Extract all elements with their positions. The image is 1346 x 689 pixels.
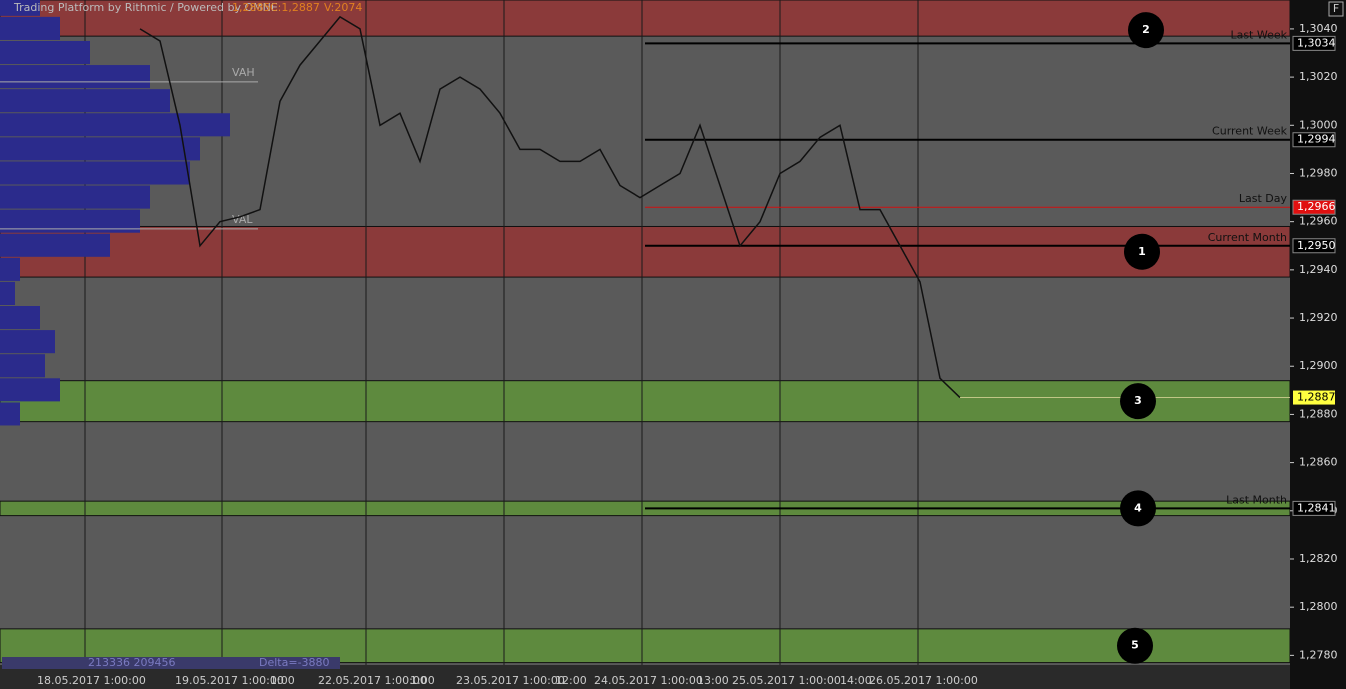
level-value: 1,2950	[1297, 239, 1336, 252]
footer-box	[2, 657, 340, 669]
y-tick-label: 1,2960	[1299, 215, 1338, 228]
level-box	[1292, 500, 1336, 516]
profile-bar	[0, 113, 230, 137]
y-tick-label: 1,2940	[1299, 263, 1338, 276]
y-tick-label: 1,2820	[1299, 552, 1338, 565]
profile-bar	[0, 257, 20, 281]
profile-bar	[0, 305, 40, 330]
y-tick-label: 1,2980	[1299, 166, 1338, 179]
zone-marker-label: 3	[1134, 394, 1142, 407]
zone-marker-label: 1	[1138, 245, 1146, 258]
header-text: V:2074	[324, 1, 362, 14]
zone-marker-label: 4	[1134, 501, 1142, 514]
zone-marker-label: 5	[1131, 639, 1139, 652]
level-value: 1,2994	[1297, 133, 1336, 146]
profile-bar	[0, 378, 60, 402]
zone-marker	[1120, 490, 1156, 527]
y-tick-label: 1,3040	[1299, 22, 1338, 35]
zone-marker-label: 2	[1142, 23, 1150, 36]
profile-bar	[0, 40, 90, 65]
level-box	[1292, 199, 1336, 215]
x-tick-label: 1:00	[410, 674, 435, 687]
x-tick-label: 23.05.2017 1:00:00	[456, 674, 565, 687]
zone-marker	[1128, 12, 1164, 49]
profile-bar	[0, 137, 200, 161]
y-tick-label: 1,2920	[1299, 311, 1338, 324]
profile-bar	[0, 16, 60, 40]
level-name: Current Month	[1208, 231, 1287, 244]
y-tick-label: 1,3000	[1299, 118, 1338, 131]
x-tick-label: 22.05.2017 1:00:00	[318, 674, 427, 687]
x-tick-label: 24.05.2017 1:00:00	[594, 674, 703, 687]
zone	[0, 380, 1291, 423]
profile-bar	[0, 233, 110, 257]
x-tick-label: 12:00	[555, 674, 587, 687]
last-price-box	[1293, 390, 1335, 405]
profile-bar	[0, 330, 55, 354]
level-name: Last Day	[1239, 192, 1288, 205]
value-area-label: VAH	[232, 66, 255, 79]
profile-bar	[0, 161, 190, 185]
header-text: 1,2885	[232, 1, 271, 14]
x-tick-label: 13:00	[697, 674, 729, 687]
profile-bar	[0, 89, 170, 113]
zone-marker	[1117, 627, 1153, 664]
profile-bar	[0, 354, 45, 378]
y-tick-label: 1,2880	[1299, 407, 1338, 420]
price-line	[139, 15, 961, 399]
footer-text: 213336 209456	[88, 656, 175, 669]
header-text: C:1,2887	[270, 1, 320, 14]
level-box	[1292, 35, 1336, 51]
y-tick-label: 1,2900	[1299, 359, 1338, 372]
y-tick-label: 1,2860	[1299, 456, 1338, 469]
level-box	[1292, 238, 1336, 254]
level-name: Last Week	[1230, 28, 1287, 41]
value-area-label: VAL	[232, 213, 253, 226]
profile-bar	[0, 65, 150, 89]
level-value: 1,3034	[1297, 36, 1336, 49]
level-value: 1,2841	[1297, 501, 1336, 514]
x-tick-label: 19.05.2017 1:00:00	[175, 674, 284, 687]
header-text: Trading Platform by Rithmic / Powered by…	[13, 1, 278, 14]
profile-bar	[0, 0, 40, 16]
x-tick-label: 25.05.2017 1:00:00	[732, 674, 841, 687]
x-tick-label: 14:00	[840, 674, 872, 687]
level-value: 1,2966	[1297, 200, 1336, 213]
zone	[0, 0, 1291, 37]
profile-bar	[0, 185, 150, 209]
f-label: F	[1333, 2, 1339, 15]
level-name: Last Month	[1226, 493, 1287, 506]
footer-text: Delta=-3880	[259, 656, 330, 669]
level-box	[1292, 132, 1336, 148]
y-tick-label: 1,2800	[1299, 600, 1338, 613]
zone-marker	[1120, 383, 1156, 420]
x-tick-label: 1:00	[270, 674, 295, 687]
zone-marker	[1124, 233, 1160, 270]
y-tick-label: 1,2780	[1299, 648, 1338, 661]
price-axis	[1290, 0, 1346, 689]
plot-area	[0, 0, 1290, 665]
y-tick-label: 1,3020	[1299, 70, 1338, 83]
level-name: Current Week	[1212, 125, 1288, 138]
last-price-label: 1,2887	[1297, 391, 1336, 404]
profile-bar	[0, 209, 140, 233]
zone	[0, 628, 1291, 664]
zone	[0, 225, 1291, 278]
profile-bar	[0, 281, 15, 305]
x-tick-label: 26.05.2017 1:00:00	[869, 674, 978, 687]
x-tick-label: 18.05.2017 1:00:00	[37, 674, 146, 687]
profile-bar	[0, 402, 20, 426]
f-button[interactable]	[1328, 1, 1344, 17]
